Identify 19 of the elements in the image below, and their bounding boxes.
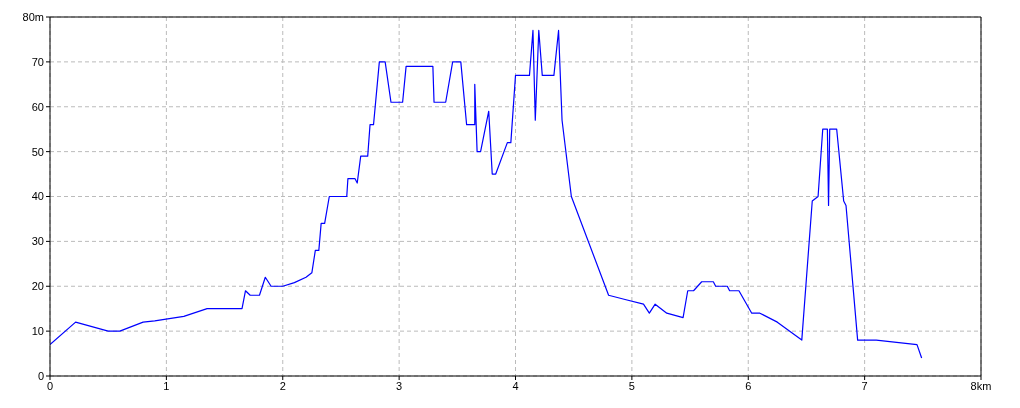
y-tick-label: 20 — [31, 280, 44, 293]
y-tick-label: 70 — [31, 55, 44, 68]
x-tick-label: 8km — [970, 379, 992, 392]
x-tick-label: 7 — [861, 379, 868, 392]
x-tick-label: 0 — [46, 379, 54, 392]
x-tick-label: 4 — [512, 379, 519, 392]
y-tick-label: 10 — [31, 325, 44, 338]
y-tick-label: 50 — [31, 145, 44, 158]
x-tick-label: 6 — [745, 379, 752, 392]
y-tick-label: 60 — [31, 100, 44, 113]
y-tick-label: 80m — [22, 10, 44, 23]
x-tick-label: 3 — [396, 379, 403, 392]
x-tick-label: 1 — [163, 379, 170, 392]
y-tick-label: 0 — [37, 369, 44, 382]
y-tick-label: 30 — [31, 235, 44, 248]
x-tick-label: 2 — [279, 379, 286, 392]
x-tick-label: 5 — [628, 379, 635, 392]
y-tick-label: 40 — [31, 190, 44, 203]
line-series — [50, 29, 923, 359]
